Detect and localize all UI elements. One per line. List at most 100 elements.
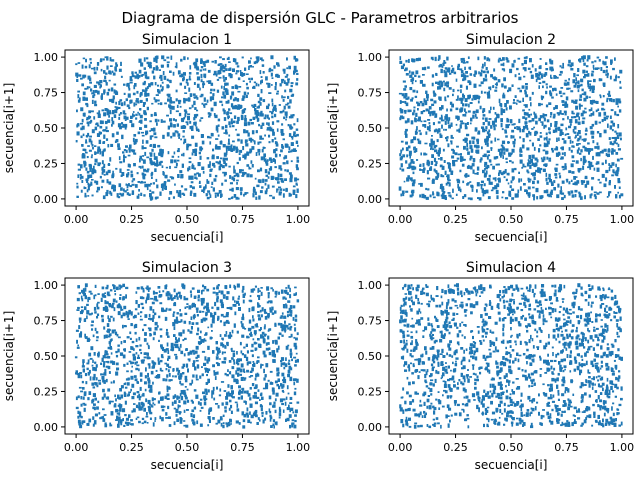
scatter-point [98, 110, 101, 115]
scatter-point [426, 161, 430, 166]
scatter-point [98, 139, 102, 144]
scatter-point [474, 129, 478, 132]
scatter-point [139, 348, 142, 352]
scatter-point [76, 124, 79, 128]
scatter-point [122, 297, 124, 301]
scatter-point [234, 285, 237, 290]
scatter-point [543, 190, 547, 194]
scatter-point [224, 163, 228, 167]
scatter-point [102, 355, 106, 359]
scatter-point [512, 135, 515, 139]
scatter-point [232, 304, 236, 307]
scatter-point [458, 128, 461, 133]
scatter-point [253, 395, 257, 399]
scatter-point [269, 307, 272, 310]
scatter-point [540, 103, 543, 106]
scatter-point [122, 283, 125, 288]
scatter-point [545, 104, 549, 108]
scatter-point [139, 166, 142, 169]
scatter-point [564, 165, 567, 170]
scatter-point [243, 346, 246, 349]
scatter-point [201, 290, 203, 295]
scatter-point [456, 283, 459, 288]
scatter-point [220, 381, 225, 383]
scatter-point [133, 102, 136, 107]
scatter-point [214, 71, 217, 74]
scatter-point [117, 416, 121, 421]
scatter-point [582, 59, 585, 62]
scatter-point [548, 131, 551, 134]
scatter-point [463, 76, 467, 81]
scatter-point [285, 297, 287, 300]
scatter-point [251, 354, 254, 358]
scatter-point [219, 56, 222, 59]
y-tick-label: 0.75 [34, 87, 59, 100]
scatter-point [532, 186, 535, 189]
scatter-point [444, 128, 447, 131]
scatter-point [575, 134, 577, 138]
scatter-point [193, 117, 196, 121]
scatter-point [278, 186, 282, 189]
scatter-point [203, 338, 206, 342]
scatter-point [126, 186, 129, 189]
scatter-point [111, 59, 115, 62]
scatter-point [175, 408, 179, 413]
scatter-point [281, 123, 284, 126]
scatter-point [216, 130, 219, 133]
scatter-point [178, 337, 180, 342]
scatter-point [278, 408, 282, 413]
scatter-point [201, 102, 204, 105]
scatter-point [217, 63, 221, 66]
scatter-point [191, 104, 194, 108]
scatter-point [223, 66, 226, 70]
scatter-point [78, 386, 82, 389]
scatter-point [519, 153, 522, 156]
subplot-simulacion-3: Simulacion 3 secuencia[i] secuencia[i+1]… [2, 260, 310, 472]
scatter-point [611, 137, 615, 139]
scatter-point [103, 334, 106, 339]
scatter-point [294, 177, 298, 182]
scatter-point [539, 169, 542, 174]
scatter-point [493, 125, 495, 128]
scatter-point [207, 326, 210, 329]
scatter-point [143, 80, 146, 84]
scatter-point [101, 171, 104, 175]
scatter-point [80, 403, 83, 407]
scatter-point [270, 287, 273, 290]
scatter-point [96, 384, 99, 388]
scatter-point [511, 129, 515, 133]
scatter-point [276, 90, 279, 93]
scatter-point [152, 402, 155, 405]
scatter-point [184, 306, 187, 309]
scatter-point [160, 354, 164, 358]
scatter-point [102, 378, 105, 383]
scatter-point [76, 131, 80, 136]
scatter-point [199, 119, 202, 122]
scatter-point [133, 348, 135, 351]
scatter-point [178, 369, 181, 373]
scatter-point [513, 144, 516, 148]
scatter-point [482, 354, 486, 359]
scatter-point [149, 403, 151, 406]
scatter-point [148, 406, 151, 412]
scatter-point [291, 419, 295, 422]
x-axis-label: secuencia[i] [151, 230, 224, 244]
scatter-point [522, 138, 525, 141]
scatter-point [270, 159, 273, 163]
scatter-point [480, 69, 483, 72]
scatter-point [93, 306, 97, 311]
scatter-point [186, 399, 190, 403]
scatter-point [475, 149, 479, 154]
scatter-point [96, 336, 99, 339]
scatter-point [241, 289, 244, 293]
scatter-point [575, 160, 579, 164]
scatter-point [619, 86, 622, 89]
scatter-point [225, 401, 229, 406]
scatter-point [296, 72, 299, 75]
scatter-point [198, 151, 201, 155]
scatter-point [170, 123, 173, 128]
scatter-point [167, 355, 171, 360]
scatter-point [160, 396, 162, 400]
scatter-point [162, 171, 165, 175]
scatter-point [169, 122, 173, 125]
